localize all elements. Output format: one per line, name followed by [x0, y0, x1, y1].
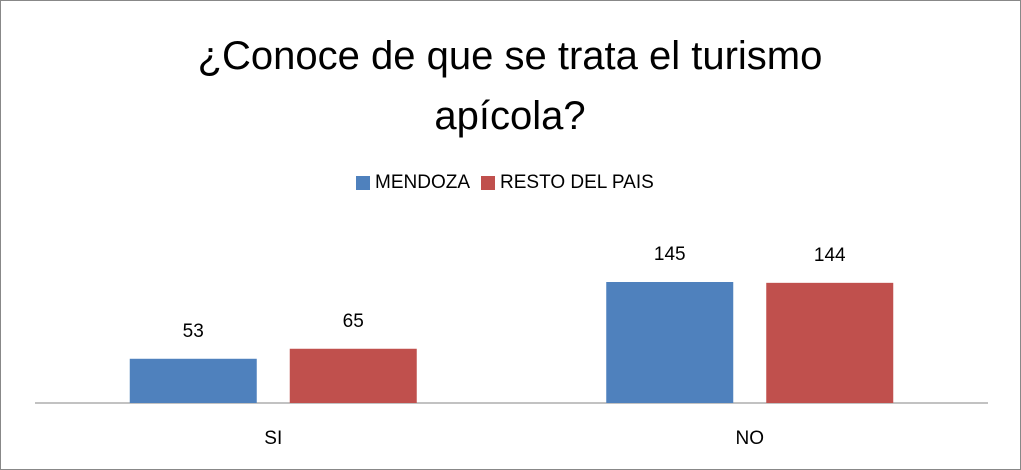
- bar: [606, 282, 734, 403]
- x-tick-label: NO: [736, 428, 765, 449]
- bar: [766, 282, 894, 403]
- data-label: 144: [814, 245, 846, 266]
- legend-label: MENDOZA: [375, 172, 470, 193]
- chart-title: ¿Conoce de que se trata el turismo apíco…: [197, 34, 823, 138]
- bar: [129, 358, 257, 403]
- legend-swatch: [356, 176, 370, 190]
- data-label: 145: [654, 244, 686, 265]
- data-label: 65: [343, 311, 364, 332]
- legend-swatch: [481, 176, 495, 190]
- bar: [289, 348, 417, 403]
- legend-label: RESTO DEL PAIS: [500, 172, 654, 193]
- x-tick-label: SI: [264, 428, 282, 449]
- data-label: 53: [183, 321, 204, 342]
